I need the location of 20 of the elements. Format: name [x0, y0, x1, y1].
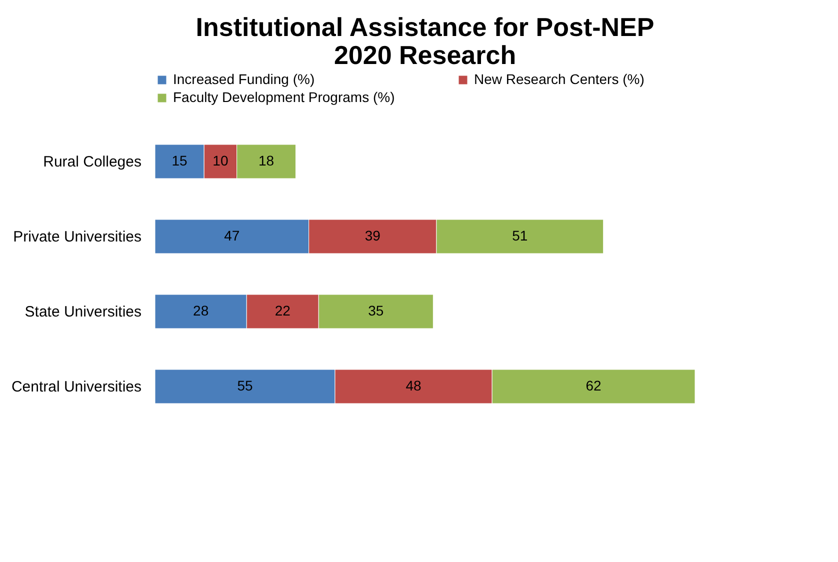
chart-title: Institutional Assistance for Post-NEP 2020 Research — [196, 12, 654, 70]
data-label: 39 — [364, 228, 381, 244]
data-label: 51 — [512, 228, 528, 244]
data-label: 62 — [586, 378, 602, 394]
y-tick-label: State Universities — [24, 304, 142, 320]
legend-label: Faculty Development Programs (%) — [173, 89, 395, 105]
data-label: 18 — [258, 152, 274, 168]
y-tick-label: Central Universities — [11, 378, 142, 396]
data-label: 35 — [368, 302, 384, 318]
data-label: 22 — [274, 302, 291, 318]
y-tick-label: Rural Colleges — [43, 154, 142, 170]
data-label: 48 — [406, 378, 422, 394]
data-label: 28 — [193, 302, 209, 318]
data-label: 10 — [212, 152, 228, 168]
y-tick-label: Private Universities — [13, 228, 142, 246]
legend-label: New Research Centers (%) — [474, 71, 644, 87]
data-label: 47 — [224, 228, 240, 244]
legend-label: Increased Funding (%) — [173, 71, 315, 87]
data-label: 55 — [237, 378, 253, 394]
data-label: 15 — [172, 152, 188, 168]
